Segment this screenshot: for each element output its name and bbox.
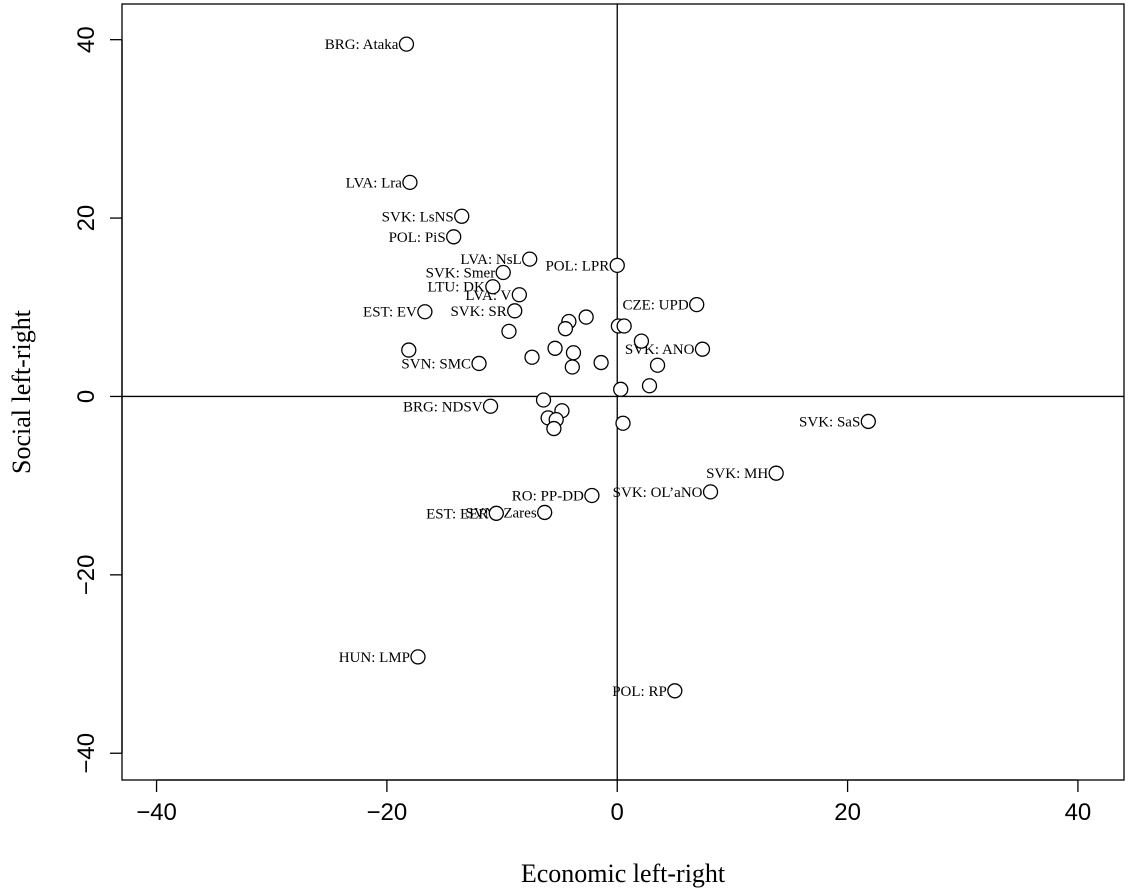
- data-point: [564, 359, 580, 375]
- point-label: SVK: Smer: [426, 265, 496, 281]
- point-label: POL: LPR: [545, 258, 609, 274]
- y-axis: −40 −20 0 20 40: [73, 26, 123, 774]
- data-point: [702, 484, 719, 500]
- data-point: [694, 341, 711, 357]
- point-label: POL: RP: [612, 684, 667, 700]
- x-tick-label: 0: [611, 799, 624, 826]
- data-point: [768, 465, 784, 481]
- data-point: [537, 504, 553, 521]
- point-label: SVK: SaS: [799, 414, 860, 430]
- data-point: [522, 251, 538, 267]
- point-label: LVA: Lra: [346, 175, 403, 191]
- y-tick-label: 20: [73, 205, 100, 232]
- data-point: [649, 357, 666, 373]
- point-label: LVA: V: [465, 288, 511, 304]
- data-point: [402, 174, 418, 191]
- x-tick-label: −40: [136, 799, 177, 826]
- data-point: [546, 420, 562, 437]
- data-point: [860, 413, 876, 430]
- data-point: [511, 287, 527, 303]
- data-point: [689, 296, 705, 313]
- y-tick-label: −20: [73, 554, 100, 595]
- point-label: BRG: NDSV: [403, 399, 483, 415]
- data-point: [593, 354, 609, 371]
- data-point: [485, 279, 501, 295]
- y-tick-label: 40: [73, 26, 100, 53]
- data-point: [471, 355, 487, 372]
- data-point: [578, 309, 594, 325]
- y-axis-title: Social left-right: [7, 309, 36, 474]
- data-point: [615, 415, 631, 431]
- y-tick-label: −40: [73, 733, 100, 774]
- point-label: EST: EV: [363, 305, 417, 321]
- data-point: [547, 340, 563, 356]
- data-point: [641, 378, 658, 394]
- point-label: POL: PiS: [389, 230, 446, 246]
- point-label: LTU: DK: [427, 280, 485, 296]
- data-point: [417, 304, 433, 320]
- data-point: [584, 487, 600, 504]
- data-point: [410, 649, 426, 665]
- point-label: SVK: LsNS: [382, 209, 454, 225]
- point-label: SVN: SMC: [401, 356, 471, 372]
- data-point: [401, 342, 417, 358]
- data-point: [524, 349, 540, 365]
- point-label: CZE: UPD: [622, 298, 688, 314]
- point-label: BRG: Ataka: [325, 37, 399, 53]
- data-point: [633, 333, 650, 349]
- data-point: [507, 303, 523, 319]
- data-point: [495, 264, 511, 281]
- point-label: HUN: LMP: [339, 650, 410, 666]
- x-tick-label: 40: [1065, 799, 1092, 826]
- point-label: LVA: NsL: [460, 252, 521, 268]
- point-label: SVK: OL’aNO: [613, 485, 703, 501]
- data-point: [454, 208, 470, 224]
- y-tick-label: 0: [73, 390, 100, 403]
- data-point: [616, 318, 632, 334]
- data-point: [398, 36, 415, 52]
- data-point: [446, 229, 462, 245]
- data-point: [565, 345, 582, 361]
- data-point: [501, 323, 517, 339]
- point-label: SVK: SR: [450, 304, 506, 320]
- data-point: [482, 398, 499, 414]
- data-point: [667, 683, 683, 699]
- data-point: [535, 392, 552, 408]
- x-axis-title: Economic left-right: [521, 859, 726, 888]
- data-point: [488, 505, 504, 521]
- x-tick-label: −20: [367, 799, 408, 826]
- point-label: RO: PP-DD: [512, 488, 584, 504]
- data-points: BRG: Ataka LVA: Lra SVK: LsNS POL: PiS LVA: …: [325, 36, 876, 700]
- point-label: EST: EER: [426, 506, 488, 522]
- x-axis: −40 −20 0 20 40: [136, 779, 1092, 826]
- point-label: SVK: MH: [706, 466, 768, 482]
- data-point: [609, 257, 625, 273]
- data-point: [613, 381, 629, 397]
- x-tick-label: 20: [834, 799, 861, 826]
- data-point: [557, 321, 574, 337]
